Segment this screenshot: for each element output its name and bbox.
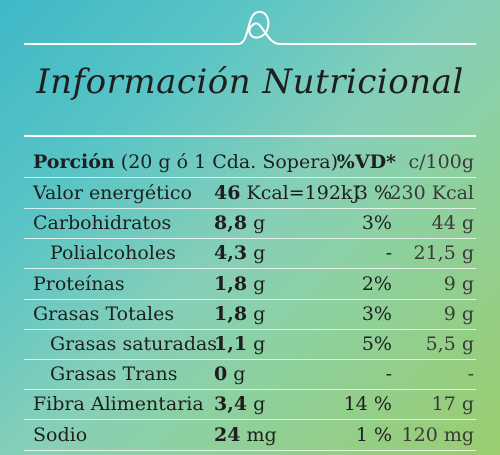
nutrient-per100: 17 g xyxy=(431,393,474,416)
nutrient-row: Polialcoholes 4,3 g -21,5 g xyxy=(0,238,500,268)
nutrient-unit: g xyxy=(253,272,266,295)
nutrient-vd: - xyxy=(385,363,392,386)
header-row: Porción (20 g ó 1 Cda. Sopera). %VD* c/1… xyxy=(0,147,500,177)
nutrient-label: Carbohidratos xyxy=(33,212,172,235)
row-divider xyxy=(24,449,476,451)
nutrient-vd: 3% xyxy=(361,212,392,235)
nutrient-per100: 21,5 g xyxy=(413,242,474,265)
row-divider xyxy=(24,389,476,391)
nutrient-label: Polialcoholes xyxy=(50,242,176,265)
row-divider xyxy=(24,328,476,330)
nutrient-row: Grasas saturadas 1,1 g 5% 5,5 g xyxy=(0,329,500,359)
nutrient-amount: 1,1 xyxy=(214,333,248,355)
nutrient-per100: 44 g xyxy=(431,212,474,235)
nutrient-amount: 46 xyxy=(214,182,241,204)
row-divider xyxy=(24,419,476,421)
nutrient-amount: 1,8 xyxy=(214,302,248,325)
nutrient-unit: g xyxy=(253,302,266,325)
nutrient-per100: 120 mg xyxy=(401,423,474,446)
portion-label: Porción xyxy=(33,151,115,173)
vd-label: %VD* xyxy=(336,151,396,173)
nutrient-vd: 1 % xyxy=(355,423,392,446)
nutrient-row: Sodio 24 mg 1 % 120 mg xyxy=(0,420,500,450)
row-divider xyxy=(24,238,476,240)
row-divider xyxy=(24,268,476,270)
nutrient-vd: 2% xyxy=(361,272,392,295)
nutrient-unit: g xyxy=(253,333,266,355)
row-divider xyxy=(24,177,476,178)
nutrient-unit: g xyxy=(233,363,246,386)
row-divider xyxy=(24,359,476,360)
nutrient-unit: Kcal=192kJ xyxy=(246,182,361,204)
nutrient-label: Valor energético xyxy=(33,182,192,204)
swirl-divider-icon xyxy=(24,10,476,45)
nutrient-row: Proteínas 1,8 g 2% 9 g xyxy=(0,269,500,299)
nutrient-unit: g xyxy=(253,242,266,265)
nutrient-row: Carbohidratos 8,8 g 3% 44 g xyxy=(0,208,500,238)
row-divider xyxy=(24,298,476,300)
nutrient-label: Grasas Totales xyxy=(33,302,175,325)
nutrient-amount: 8,8 xyxy=(214,212,248,235)
nutrient-per100: 230 Kcal xyxy=(389,182,474,204)
nutrient-vd: 14 % xyxy=(343,393,392,416)
nutrient-vd: 3 % xyxy=(355,182,392,204)
nutrient-amount: 24 xyxy=(214,423,241,446)
nutrient-label: Sodio xyxy=(33,423,88,446)
nutrient-per100: 5,5 g xyxy=(425,333,474,355)
nutrient-vd: - xyxy=(385,242,392,265)
nutrient-per100: 9 g xyxy=(443,302,474,325)
nutrient-row: Valor energético 46 Kcal=192kJ 3 % 230 Kcal xyxy=(0,178,500,208)
nutrient-amount: 3,4 xyxy=(214,393,248,416)
nutrient-row: Grasas Totales 1,8 g 3% 9 g xyxy=(0,299,500,329)
nutrient-vd: 3% xyxy=(361,302,392,325)
nutrient-unit: g xyxy=(253,212,266,235)
nutrient-unit: mg xyxy=(246,423,277,446)
per100-label: c/100g xyxy=(408,151,474,173)
nutrient-label: Grasas saturadas xyxy=(50,333,218,355)
nutrient-per100: - xyxy=(467,363,474,386)
nutrient-amount: 4,3 xyxy=(214,242,248,265)
portion-detail: (20 g ó 1 Cda. Sopera). xyxy=(120,151,345,173)
nutrient-row: Fibra Alimentaria 3,4 g 14 % 17 g xyxy=(0,389,500,419)
nutrient-per100: 9 g xyxy=(443,272,474,295)
nutrient-label: Proteínas xyxy=(33,272,125,295)
nutrient-label: Fibra Alimentaria xyxy=(33,393,204,416)
nutrient-vd: 5% xyxy=(361,333,392,355)
nutrient-amount: 0 xyxy=(214,363,228,386)
nutrient-amount: 1,8 xyxy=(214,272,248,295)
nutrient-label: Grasas Trans xyxy=(50,363,178,386)
title-divider xyxy=(24,135,476,137)
row-divider xyxy=(24,208,476,209)
panel-title: Información Nutricional xyxy=(36,62,464,102)
nutrient-row: Grasas Trans 0 g - - xyxy=(0,359,500,389)
nutrient-unit: g xyxy=(253,393,266,416)
